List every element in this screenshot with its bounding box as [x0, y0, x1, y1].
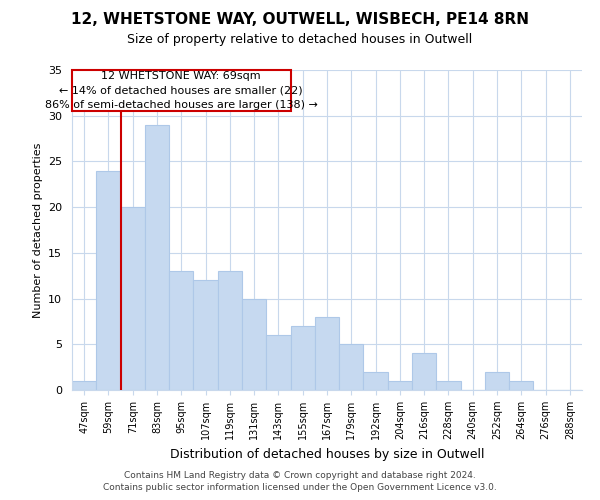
Bar: [72, 381, 96, 390]
Bar: [145, 125, 169, 390]
Bar: [412, 354, 436, 390]
FancyBboxPatch shape: [72, 70, 290, 111]
Bar: [169, 271, 193, 390]
Text: 12, WHETSTONE WAY, OUTWELL, WISBECH, PE14 8RN: 12, WHETSTONE WAY, OUTWELL, WISBECH, PE1…: [71, 12, 529, 28]
Bar: [96, 170, 121, 390]
Bar: [509, 381, 533, 390]
Bar: [364, 372, 388, 390]
Y-axis label: Number of detached properties: Number of detached properties: [32, 142, 43, 318]
Text: Size of property relative to detached houses in Outwell: Size of property relative to detached ho…: [127, 32, 473, 46]
X-axis label: Distribution of detached houses by size in Outwell: Distribution of detached houses by size …: [170, 448, 484, 460]
Bar: [485, 372, 509, 390]
Bar: [290, 326, 315, 390]
Bar: [218, 271, 242, 390]
Bar: [193, 280, 218, 390]
Bar: [266, 335, 290, 390]
Bar: [121, 207, 145, 390]
Text: Contains HM Land Registry data © Crown copyright and database right 2024.
Contai: Contains HM Land Registry data © Crown c…: [103, 471, 497, 492]
Bar: [339, 344, 364, 390]
Bar: [436, 381, 461, 390]
Bar: [242, 298, 266, 390]
Bar: [388, 381, 412, 390]
Text: 12 WHETSTONE WAY: 69sqm
← 14% of detached houses are smaller (22)
86% of semi-de: 12 WHETSTONE WAY: 69sqm ← 14% of detache…: [45, 71, 318, 110]
Bar: [315, 317, 339, 390]
